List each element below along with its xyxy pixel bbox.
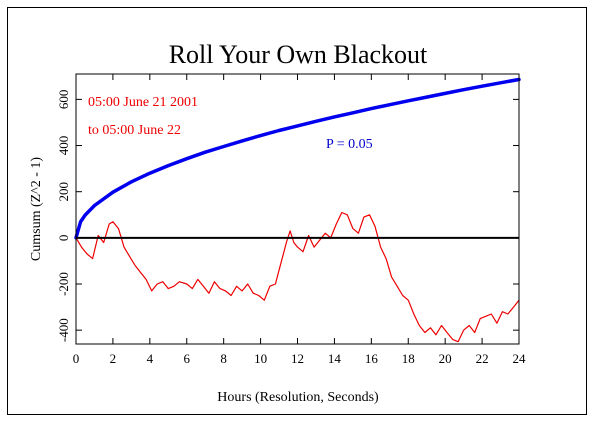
- x-tick-label: 14: [328, 351, 342, 366]
- y-axis-ticks: -400 -200 0 200 400 600: [56, 90, 519, 342]
- x-tick-label: 6: [184, 351, 191, 366]
- x-tick-label: 0: [73, 351, 80, 366]
- x-tick-label: 18: [402, 351, 415, 366]
- y-tick-label: -400: [56, 318, 71, 342]
- x-tick-label: 8: [220, 351, 227, 366]
- x-tick-label: 10: [254, 351, 267, 366]
- series-layer: [74, 77, 521, 343]
- series-line-1: [74, 77, 521, 240]
- y-tick-label: 400: [56, 136, 71, 156]
- annotation-start-time: 05:00 June 21 2001: [88, 95, 198, 110]
- x-tick-label: 20: [439, 351, 452, 366]
- y-tick-label: 200: [56, 182, 71, 202]
- y-tick-label: 0: [56, 235, 71, 242]
- x-tick-label: 22: [476, 351, 489, 366]
- y-axis-label: Cumsum (Z^2 - 1): [29, 157, 44, 262]
- y-tick-label: -200: [56, 272, 71, 296]
- annotation-end-time: to 05:00 June 22: [88, 123, 181, 138]
- chart-frame: Roll Your Own Blackout 0 2 4 6 8 10 12 14 16 18 20…: [7, 7, 587, 415]
- x-axis-ticks: 0 2 4 6 8 10 12 14 16 18 20 22 24: [73, 74, 526, 366]
- y-tick-label: 600: [56, 90, 71, 110]
- x-tick-label: 2: [110, 351, 117, 366]
- x-tick-label: 24: [513, 351, 527, 366]
- x-tick-label: 16: [365, 351, 379, 366]
- chart-title: Roll Your Own Blackout: [169, 40, 428, 69]
- annotation-p-value: P = 0.05: [326, 137, 373, 152]
- x-tick-label: 12: [291, 351, 304, 366]
- plot-area: [75, 73, 520, 345]
- cumsum-chart: Roll Your Own Blackout 0 2 4 6 8 10 12 14 16 18 20…: [29, 40, 526, 405]
- x-axis-label: Hours (Resolution, Seconds): [217, 390, 379, 405]
- series-line-0: [75, 211, 520, 343]
- x-tick-label: 4: [147, 351, 154, 366]
